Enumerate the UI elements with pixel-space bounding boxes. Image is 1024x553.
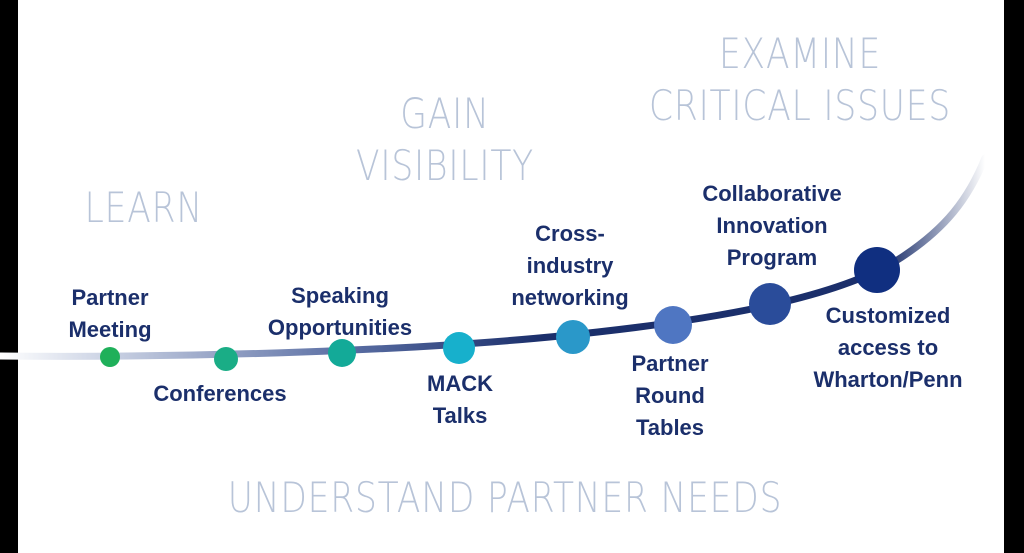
milestone-label-partner-meeting: Partner Meeting <box>40 282 180 346</box>
milestone-label-mack-talks: MACK Talks <box>390 368 530 432</box>
stage-learn: LEARN <box>84 182 203 234</box>
milestone-label-line: access to <box>837 335 939 360</box>
milestone-label-speaking-opportunities: Speaking Opportunities <box>240 280 440 344</box>
milestone-node <box>749 283 791 325</box>
milestone-label-line: networking <box>511 285 629 310</box>
milestone-label-line: MACK <box>427 371 493 396</box>
milestone-label-line: Round <box>635 383 705 408</box>
milestone-label-line: Wharton/Penn <box>813 367 963 392</box>
stage-gain-visibility: GAIN VISIBILITY <box>351 88 540 192</box>
milestone-node <box>854 247 900 293</box>
stage-examine-line-1: EXAMINE <box>718 29 882 78</box>
stage-gain-line-2: VISIBILITY <box>355 141 535 190</box>
stage-understand-line: UNDERSTAND PARTNER NEEDS <box>227 473 783 522</box>
milestone-node <box>654 306 692 344</box>
milestone-label-line: Partner <box>631 351 709 376</box>
stage-examine-line-2: CRITICAL ISSUES <box>648 81 952 130</box>
milestone-label-line: Innovation <box>716 213 828 238</box>
milestone-node <box>214 347 238 371</box>
stage-understand-partner-needs: UNDERSTAND PARTNER NEEDS <box>222 472 788 524</box>
diagram-panel <box>18 0 1004 553</box>
milestone-label-cross-industry-networking: Cross- industry networking <box>490 218 650 314</box>
milestone-node <box>556 320 590 354</box>
milestone-node <box>328 339 356 367</box>
milestone-nodes <box>100 247 900 371</box>
milestone-label-line: Speaking <box>291 283 389 308</box>
stage-gain-line-1: GAIN <box>400 89 490 138</box>
milestone-label-line: Partner <box>71 285 149 310</box>
milestone-label-line: Cross- <box>535 221 605 246</box>
milestone-node <box>100 347 120 367</box>
milestone-label-conferences: Conferences <box>120 378 320 410</box>
milestone-label-line: Opportunities <box>267 315 413 340</box>
milestone-label-line: Meeting <box>68 317 152 342</box>
milestone-label-line: Customized <box>825 303 951 328</box>
milestone-label-partner-round-tables: Partner Round Tables <box>605 348 735 444</box>
milestone-label-line: Conferences <box>153 381 287 406</box>
milestone-label-line: industry <box>526 253 614 278</box>
stage-learn-line: LEARN <box>84 183 203 232</box>
milestone-label-line: Program <box>726 245 818 270</box>
stage-examine-critical-issues: EXAMINE CRITICAL ISSUES <box>628 28 972 132</box>
milestone-label-line: Collaborative <box>702 181 842 206</box>
milestone-label-line: Tables <box>635 415 705 440</box>
milestone-label-line: Talks <box>432 403 488 428</box>
milestone-label-customized-access: Customized access to Wharton/Penn <box>788 300 988 396</box>
milestone-label-collaborative-innovation-program: Collaborative Innovation Program <box>672 178 872 274</box>
milestone-node <box>443 332 475 364</box>
